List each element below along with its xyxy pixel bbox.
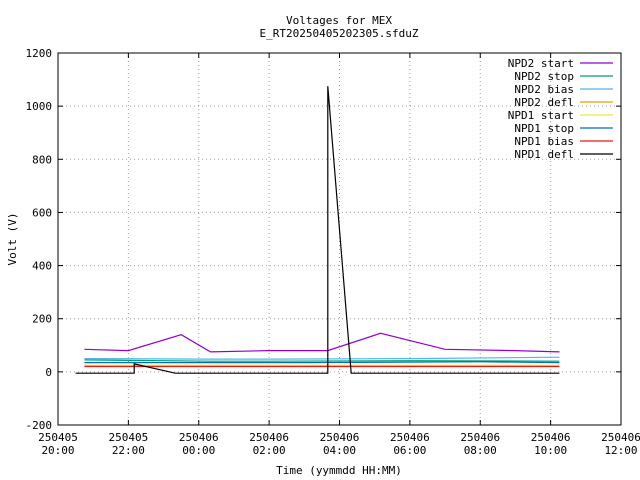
x-axis-label: Time (yymmdd HH:MM) <box>276 464 402 477</box>
legend-label: NPD1 bias <box>514 135 574 148</box>
series-line-npd2-bias <box>84 356 560 360</box>
x-tick-time: 02:00 <box>253 444 286 457</box>
series-line-npd2-stop <box>84 359 560 362</box>
x-tick-date: 250406 <box>320 431 360 444</box>
y-tick-label: 1200 <box>26 47 53 60</box>
series-line-npd1-stop <box>84 361 560 364</box>
legend-label: NPD1 start <box>508 109 574 122</box>
x-tick-date: 250406 <box>460 431 500 444</box>
x-axis: 25040520:0025040522:0025040600:002504060… <box>38 53 640 457</box>
y-tick-label: 400 <box>32 260 52 273</box>
legend-label: NPD2 bias <box>514 83 574 96</box>
y-axis-label: Volt (V) <box>6 213 19 266</box>
x-tick-date: 250406 <box>249 431 289 444</box>
y-tick-label: 0 <box>45 366 52 379</box>
y-tick-label: -200 <box>26 419 53 432</box>
y-tick-label: 1000 <box>26 100 53 113</box>
legend-label: NPD1 stop <box>514 122 574 135</box>
x-tick-date: 250406 <box>601 431 640 444</box>
x-tick-date: 250405 <box>38 431 78 444</box>
x-tick-time: 04:00 <box>323 444 356 457</box>
x-tick-time: 06:00 <box>393 444 426 457</box>
legend-label: NPD2 stop <box>514 70 574 83</box>
x-tick-date: 250406 <box>531 431 571 444</box>
data-traces <box>75 86 560 374</box>
x-tick-date: 250406 <box>179 431 219 444</box>
x-tick-time: 20:00 <box>41 444 74 457</box>
y-tick-label: 200 <box>32 313 52 326</box>
legend-label: NPD1 defl <box>514 148 574 161</box>
chart-subtitle: E_RT20250405202305.sfduZ <box>260 27 419 40</box>
x-tick-date: 250406 <box>390 431 430 444</box>
x-tick-time: 10:00 <box>534 444 567 457</box>
series-line-npd2-start <box>84 332 560 353</box>
y-axis: -200 0 200 400 600 800 1000 1200 <box>26 47 621 432</box>
legend-label: NPD2 defl <box>514 96 574 109</box>
y-tick-label: 600 <box>32 206 52 219</box>
y-tick-label: 800 <box>32 153 52 166</box>
x-tick-time: 08:00 <box>464 444 497 457</box>
x-tick-date: 250405 <box>109 431 149 444</box>
legend-label: NPD2 start <box>508 57 574 70</box>
x-tick-time: 22:00 <box>112 444 145 457</box>
x-tick-time: 00:00 <box>182 444 215 457</box>
series-line-npd1-defl <box>75 86 560 374</box>
chart-title: Voltages for MEX <box>286 14 392 27</box>
x-tick-time: 12:00 <box>604 444 637 457</box>
